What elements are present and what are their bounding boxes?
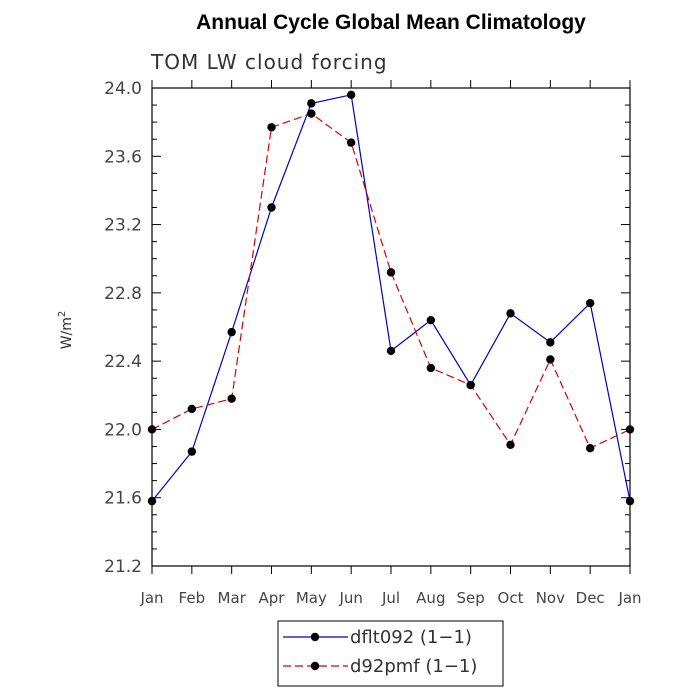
x-tick-label: May	[296, 589, 327, 607]
x-tick-label: Nov	[536, 589, 565, 607]
series-0-point	[546, 338, 555, 347]
series-0-point	[346, 90, 356, 100]
series-0-point	[307, 99, 316, 108]
y-tick-label: 21.2	[104, 557, 142, 577]
series-0-point	[625, 496, 635, 506]
legend-box	[277, 620, 504, 687]
axes: 21.2 21.6 22.0 22.4 22.8 23.2 23.6 24.0 Jan Feb Ma…	[104, 79, 641, 607]
y-tick-label: 23.6	[104, 147, 142, 167]
x-tick-label: Mar	[218, 589, 247, 607]
x-tick-label: Dec	[576, 589, 605, 607]
series-0-point	[227, 327, 236, 337]
series-1-point	[426, 363, 436, 373]
legend-label-0: dflt092 (1−1)	[350, 627, 472, 648]
x-tick-label: Oct	[498, 589, 524, 607]
series-0-point	[147, 496, 157, 506]
series-line-1	[151, 112, 631, 450]
series-1-point	[147, 425, 157, 434]
x-tick-label: Feb	[179, 589, 206, 607]
series-1-point	[466, 380, 475, 390]
plot-frame	[151, 87, 631, 567]
series-0-point	[506, 309, 515, 318]
series-1-point	[506, 440, 515, 449]
series-0-point	[386, 346, 396, 356]
x-tick-label: Jul	[381, 589, 400, 607]
legend-marker-0	[310, 632, 320, 642]
y-tick-label: 24.0	[104, 79, 142, 99]
chart-subtitle: TOM LW cloud forcing	[150, 50, 388, 74]
legend-label-1: d92pmf (1−1)	[350, 656, 477, 677]
series-1-point	[585, 444, 595, 453]
x-tick-label: Apr	[259, 589, 286, 607]
series-1-point	[187, 404, 197, 414]
y-axis-label: W/m2	[57, 311, 75, 350]
series-0-point	[267, 203, 276, 212]
y-tick-label: 22.4	[104, 352, 142, 372]
series-1-point	[546, 355, 555, 364]
x-tick-label: Jan	[617, 589, 641, 607]
x-tick-label: Sep	[457, 589, 485, 607]
series-1-point	[386, 268, 396, 277]
series-1-point	[625, 425, 635, 434]
y-tick-label: 21.6	[104, 489, 142, 509]
x-tick-label: Jan	[139, 589, 163, 607]
series-1-point	[346, 138, 356, 147]
series-1-point	[227, 394, 236, 403]
series-layer	[147, 90, 635, 506]
series-0-point	[426, 315, 436, 325]
series-1-point	[267, 123, 276, 132]
legend-marker-1	[310, 661, 320, 671]
series-line-0	[151, 94, 631, 502]
y-tick-label: 22.0	[104, 420, 142, 440]
series-1-point	[307, 109, 316, 118]
series-0-point	[187, 447, 197, 456]
legend: dflt092 (1−1) d92pmf (1−1)	[277, 620, 504, 687]
y-tick-label: 22.8	[104, 284, 142, 304]
x-tick-label: Jun	[338, 589, 362, 607]
x-tick-label: Aug	[416, 589, 445, 607]
chart-title: Annual Cycle Global Mean Climatology	[196, 11, 586, 34]
series-0-point	[585, 298, 595, 308]
y-tick-label: 23.2	[104, 216, 142, 236]
